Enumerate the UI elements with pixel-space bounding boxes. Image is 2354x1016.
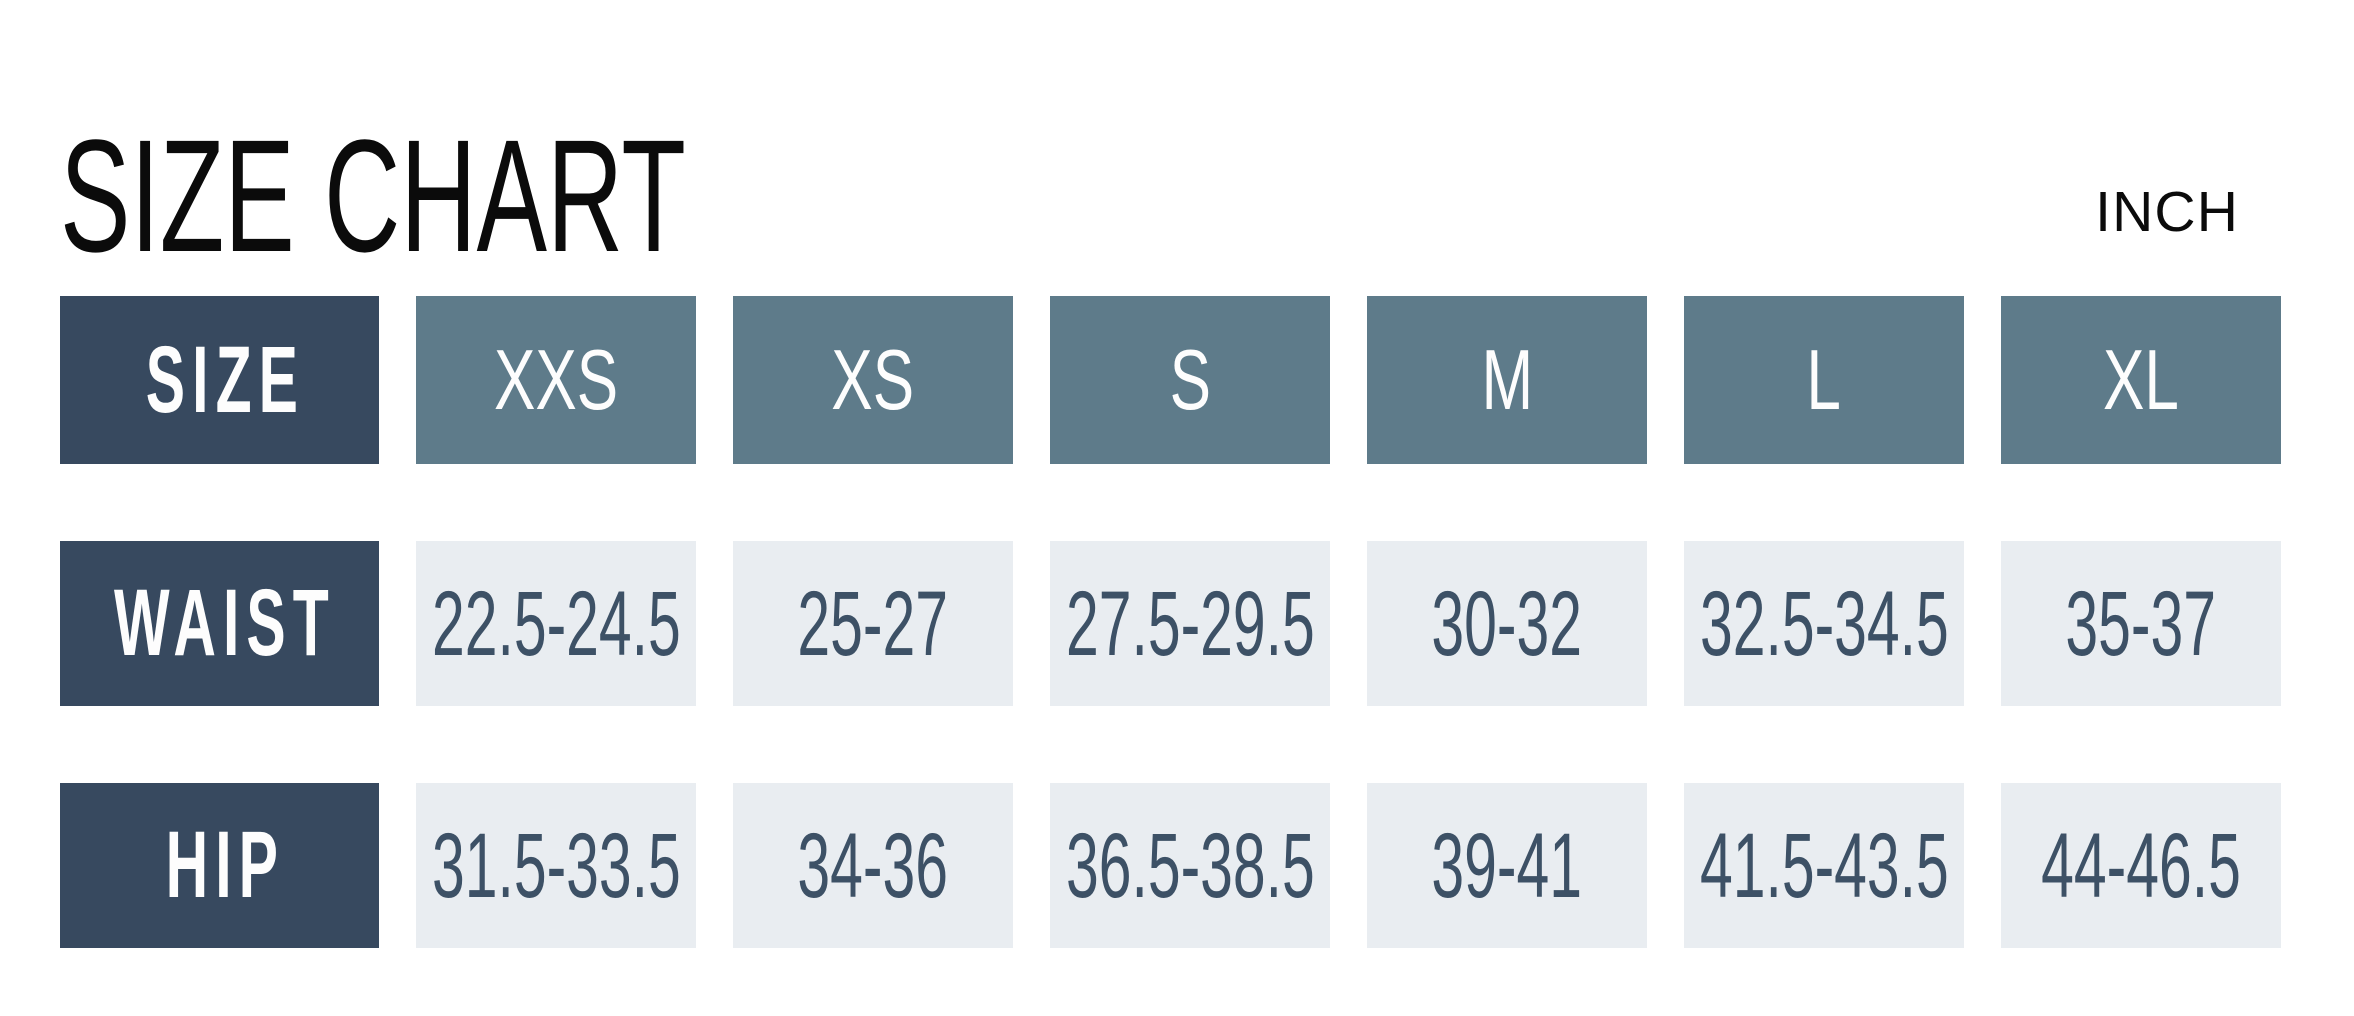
hip-value-s: 36.5-38.5 [1050, 783, 1330, 948]
size-col-m-text: M [1481, 332, 1533, 428]
waist-value-l: 32.5-34.5 [1684, 541, 1964, 706]
size-table: SIZE XXS XS S M L XL WAIST 22.5-24.5 25-… [60, 296, 2281, 948]
hip-value-m: 39-41 [1367, 783, 1647, 948]
size-col-l: L [1684, 296, 1964, 464]
waist-value-l-text: 32.5-34.5 [1699, 572, 1949, 675]
hip-value-l-text: 41.5-43.5 [1699, 814, 1949, 917]
waist-value-s-text: 27.5-29.5 [1065, 572, 1315, 675]
hip-value-xxs: 31.5-33.5 [416, 783, 696, 948]
header-cell-size-text: SIZE [145, 326, 305, 433]
waist-value-xxs: 22.5-24.5 [416, 541, 696, 706]
size-col-xs-text: XS [831, 332, 915, 428]
waist-value-s: 27.5-29.5 [1050, 541, 1330, 706]
hip-value-xl: 44-46.5 [2001, 783, 2281, 948]
page-title-text: SIZE CHART [60, 106, 686, 285]
waist-value-xl: 35-37 [2001, 541, 2281, 706]
size-col-m: M [1367, 296, 1647, 464]
size-col-xl-text: XL [2103, 332, 2179, 428]
row-label-waist: WAIST [60, 541, 379, 706]
waist-value-m: 30-32 [1367, 541, 1647, 706]
hip-value-xl-text: 44-46.5 [2041, 814, 2241, 917]
page-title: SIZE CHART [60, 116, 1008, 276]
header-cell-size: SIZE [60, 296, 379, 464]
hip-value-xxs-text: 31.5-33.5 [431, 814, 681, 917]
size-col-xl: XL [2001, 296, 2281, 464]
row-label-hip-text: HIP [165, 812, 285, 918]
size-col-xs: XS [733, 296, 1013, 464]
size-col-xxs-text: XXS [493, 332, 619, 428]
waist-value-xl-text: 35-37 [2065, 572, 2217, 675]
waist-value-m-text: 30-32 [1431, 572, 1583, 675]
unit-label: INCH [2095, 180, 2239, 244]
hip-value-l: 41.5-43.5 [1684, 783, 1964, 948]
hip-value-xs: 34-36 [733, 783, 1013, 948]
waist-value-xs: 25-27 [733, 541, 1013, 706]
size-col-s-text: S [1169, 332, 1211, 428]
row-label-hip: HIP [60, 783, 379, 948]
size-col-s: S [1050, 296, 1330, 464]
size-col-xxs: XXS [416, 296, 696, 464]
row-label-waist-text: WAIST [114, 570, 337, 676]
size-col-l-text: L [1806, 332, 1842, 428]
waist-value-xs-text: 25-27 [797, 572, 949, 675]
hip-value-s-text: 36.5-38.5 [1065, 814, 1315, 917]
waist-value-xxs-text: 22.5-24.5 [431, 572, 681, 675]
hip-value-m-text: 39-41 [1431, 814, 1583, 917]
hip-value-xs-text: 34-36 [797, 814, 949, 917]
